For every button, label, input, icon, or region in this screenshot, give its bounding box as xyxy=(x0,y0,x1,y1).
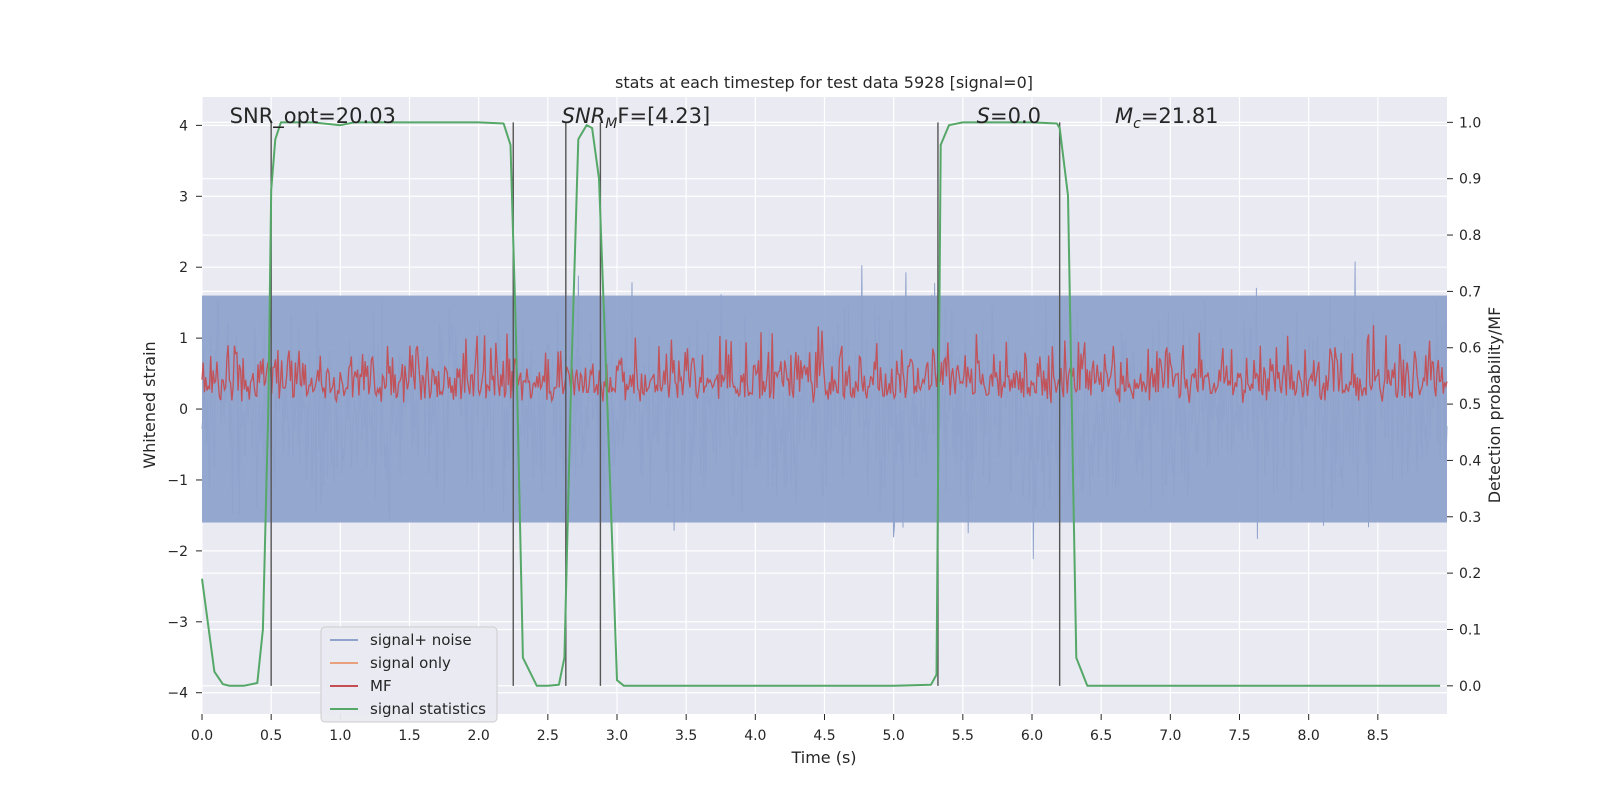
annotation-0: SNR_opt=20.03 xyxy=(230,104,396,129)
x-tick-label: 5.0 xyxy=(883,728,905,744)
y-tick-label-right: 0.2 xyxy=(1459,566,1481,582)
annotation-1: SNRMF=[4.23] xyxy=(562,104,711,132)
y-tick-label-right: 0.4 xyxy=(1459,453,1481,469)
y-tick-label-left: −3 xyxy=(167,615,188,631)
x-tick-label: 2.5 xyxy=(537,728,559,744)
y-axis-label-left: Whitened strain xyxy=(140,341,159,468)
y-tick-label-right: 0.3 xyxy=(1459,510,1481,526)
y-tick-label-left: 1 xyxy=(179,331,188,347)
x-axis-label: Time (s) xyxy=(790,748,856,767)
legend: signal+ noise signal only MF signal statist… xyxy=(320,626,498,723)
y-tick-label-left: −2 xyxy=(167,544,188,560)
x-tick-label: 6.5 xyxy=(1090,728,1112,744)
y-tick-label-left: 0 xyxy=(179,402,188,418)
y-tick-label-right: 0.5 xyxy=(1459,397,1481,413)
legend-label: signal only xyxy=(370,654,451,672)
x-tick-label: 3.0 xyxy=(606,728,628,744)
y-tick-label-right: 0.0 xyxy=(1459,679,1481,695)
y-tick-label-right: 0.6 xyxy=(1459,341,1481,357)
y-tick-label-right: 1.0 xyxy=(1459,115,1481,131)
legend-box xyxy=(320,626,498,723)
y-tick-label-left: −4 xyxy=(167,686,188,702)
x-tick-label: 7.0 xyxy=(1159,728,1181,744)
y-tick-label-right: 0.1 xyxy=(1459,622,1481,638)
x-tick-label: 3.5 xyxy=(675,728,697,744)
x-tick-label: 1.5 xyxy=(398,728,420,744)
y-tick-label-left: 3 xyxy=(179,189,188,205)
series-signal-noise xyxy=(201,261,1448,560)
x-tick-label: 1.0 xyxy=(329,728,351,744)
x-tick-label: 5.5 xyxy=(952,728,974,744)
y-tick-label-left: −1 xyxy=(167,473,188,489)
mf-line xyxy=(201,325,1448,404)
legend-label: MF xyxy=(370,677,392,695)
x-tick-label: 8.0 xyxy=(1298,728,1320,744)
series-signal-statistics xyxy=(201,121,1441,687)
y-tick-label-right: 0.9 xyxy=(1459,172,1481,188)
legend-label: signal+ noise xyxy=(370,631,472,649)
y-axis-label-right: Detection probability/MF xyxy=(1485,307,1504,504)
x-tick-label: 0.5 xyxy=(260,728,282,744)
y-tick-label-right: 0.7 xyxy=(1459,284,1481,300)
plot-area xyxy=(201,97,1448,714)
annotation-2: S=0.0 xyxy=(977,104,1041,128)
axis-ticks: 0.0 0.5 1.0 1.5 2.0 2.5 3.0 3.5 4.0 4.5 5.0 5.5 6.0 6… xyxy=(167,115,1481,744)
y-tick-label-right: 0.8 xyxy=(1459,228,1481,244)
y-tick-label-left: 2 xyxy=(179,260,188,276)
x-tick-label: 2.0 xyxy=(468,728,490,744)
series-mf xyxy=(201,325,1448,404)
x-tick-label: 6.0 xyxy=(1021,728,1043,744)
x-tick-label: 7.5 xyxy=(1228,728,1250,744)
x-tick-label: 4.0 xyxy=(744,728,766,744)
legend-label: signal statistics xyxy=(370,700,486,718)
y-tick-label-left: 4 xyxy=(179,118,188,134)
x-tick-label: 0.0 xyxy=(191,728,213,744)
x-tick-label: 8.5 xyxy=(1367,728,1389,744)
chart-title: stats at each timestep for test data 592… xyxy=(615,73,1033,92)
annotations: SNR_opt=20.03 SNRMF=[4.23] S=0.0 Mc=21.81 xyxy=(230,104,1219,132)
annotation-3: Mc=21.81 xyxy=(1115,104,1219,132)
x-tick-label: 4.5 xyxy=(813,728,835,744)
signal-statistics-line xyxy=(201,121,1441,687)
